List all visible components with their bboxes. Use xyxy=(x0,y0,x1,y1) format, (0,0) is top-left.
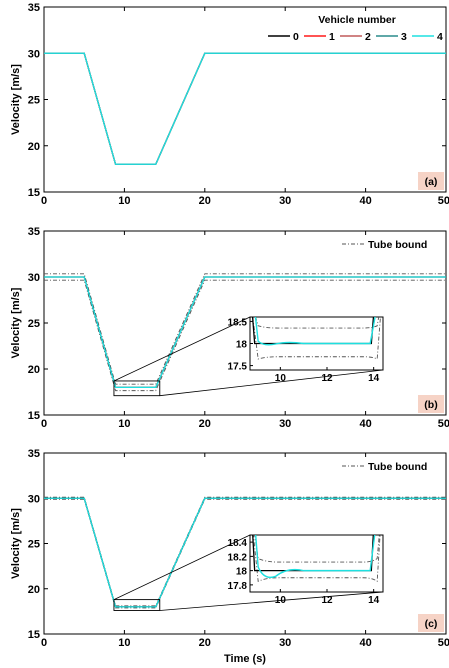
y-tick-label: 15 xyxy=(28,187,40,199)
inset-x-tick-label: 12 xyxy=(321,595,333,606)
y-tick-label: 35 xyxy=(28,226,40,238)
inset-tube-line xyxy=(252,317,381,360)
series-line-4 xyxy=(44,276,446,389)
x-tick-label: 0 xyxy=(41,418,47,430)
x-tick-label: 50 xyxy=(438,195,449,207)
tube-bound-line xyxy=(44,496,446,607)
x-tick-label: 0 xyxy=(41,195,47,207)
zoom-region-box xyxy=(113,599,161,611)
inset-tube-line xyxy=(254,535,380,563)
zoom-inset: 10 12 14 17.8 18 18.2 18.4 xyxy=(113,534,384,611)
zoom-connector xyxy=(159,591,384,611)
inset-y-tick-label: 18.4 xyxy=(228,538,248,549)
panel-label-badge xyxy=(418,395,444,413)
legend-entry-2: 2 xyxy=(365,31,371,43)
x-tick-label: 30 xyxy=(279,195,291,207)
inset-y-tick-label: 17.8 xyxy=(228,581,248,592)
inset-series-line-4 xyxy=(254,535,376,579)
x-tick-label: 20 xyxy=(199,637,211,649)
y-tick-label: 25 xyxy=(28,539,40,551)
series-line-3 xyxy=(44,52,446,165)
axes-frame xyxy=(43,6,447,193)
inset-x-tick-label: 14 xyxy=(368,595,380,606)
inset-y-tick-label: 18.2 xyxy=(228,552,248,563)
x-tick-label: 40 xyxy=(359,637,371,649)
inset-x-tick-label: 10 xyxy=(275,373,287,384)
x-axis-label: Time (s) xyxy=(224,653,266,665)
y-tick-label: 35 xyxy=(28,448,40,460)
x-tick-label: 50 xyxy=(438,418,449,430)
legend-entry-1: 1 xyxy=(329,31,335,43)
legend: Vehicle number 0 1 2 3 4 xyxy=(268,14,443,43)
tube-bound-line xyxy=(44,273,446,385)
y-tick-label: 30 xyxy=(28,272,40,284)
x-tick-label: 0 xyxy=(41,637,47,649)
y-axis-label: Velocity [m/s] xyxy=(10,287,22,358)
x-tick-label: 20 xyxy=(199,418,211,430)
tube-bound-line xyxy=(44,279,446,392)
legend-entry-tube: Tube bound xyxy=(368,461,427,473)
panel-label: (c) xyxy=(425,618,438,630)
legend-entry-0: 0 xyxy=(293,31,299,43)
y-tick-label: 25 xyxy=(28,318,40,330)
series-line-4 xyxy=(44,497,446,608)
y-tick-label: 20 xyxy=(28,364,40,376)
inset-y-tick-label: 18 xyxy=(236,340,248,351)
x-tick-label: 30 xyxy=(279,637,291,649)
inset-x-tick-label: 14 xyxy=(368,373,380,384)
x-tick-label: 10 xyxy=(118,418,130,430)
y-tick-label: 30 xyxy=(28,493,40,505)
inset-tube-line xyxy=(252,535,381,583)
y-axis-label: Velocity [m/s] xyxy=(10,508,22,579)
series-line-4 xyxy=(44,52,446,165)
x-tick-label: 30 xyxy=(279,418,291,430)
inset-x-tick-label: 10 xyxy=(275,595,287,606)
y-tick-label: 15 xyxy=(28,410,40,422)
inset-y-tick-label: 17.5 xyxy=(228,362,248,373)
zoom-connector xyxy=(113,534,251,600)
y-tick-label: 15 xyxy=(28,629,40,641)
inset-y-tick-label: 18 xyxy=(236,567,248,578)
tube-bound-line xyxy=(44,498,446,609)
panel-b: 0 10 20 30 40 50 15 20 25 30 35 Velocity [m/s] (b) Tu… xyxy=(10,226,449,430)
series-line-0 xyxy=(44,52,446,165)
x-tick-label: 50 xyxy=(438,637,449,649)
zoom-connector xyxy=(113,316,251,382)
legend: Tube bound xyxy=(342,239,427,251)
panel-label-badge xyxy=(418,172,444,190)
series-line-1 xyxy=(44,52,446,165)
y-axis-label: Velocity [m/s] xyxy=(10,64,22,135)
inset-series-line-4 xyxy=(254,317,376,346)
y-tick-label: 25 xyxy=(28,95,40,107)
x-tick-label: 40 xyxy=(359,418,371,430)
inset-y-tick-label: 18.5 xyxy=(228,317,248,328)
panel-c: 0 10 20 30 40 50 15 20 25 30 35 Velocity [m/s] (c) Tu… xyxy=(10,448,449,649)
x-tick-label: 20 xyxy=(199,195,211,207)
y-tick-label: 20 xyxy=(28,141,40,153)
panel-label: (a) xyxy=(425,176,438,188)
x-tick-label: 10 xyxy=(118,195,130,207)
inset-plot-area xyxy=(252,535,381,583)
x-tick-label: 10 xyxy=(118,637,130,649)
panel-label: (b) xyxy=(424,399,437,411)
zoom-connector xyxy=(159,369,384,397)
inset-frame xyxy=(249,534,384,593)
legend-entry-3: 3 xyxy=(401,31,407,43)
inset-tube-line xyxy=(255,317,380,329)
legend-title: Vehicle number xyxy=(318,14,396,26)
y-tick-label: 30 xyxy=(28,48,40,60)
x-tick-label: 40 xyxy=(359,195,371,207)
y-tick-label: 20 xyxy=(28,584,40,596)
zoom-inset: 10 12 14 17.5 18 18.5 xyxy=(113,316,384,397)
series-line-2 xyxy=(44,52,446,165)
legend-entry-tube: Tube bound xyxy=(368,239,427,251)
legend-entry-4: 4 xyxy=(437,31,443,43)
panel-label-badge xyxy=(418,614,444,632)
legend: Tube bound xyxy=(342,461,427,473)
zoom-region-box xyxy=(113,380,161,397)
inset-x-tick-label: 12 xyxy=(321,373,333,384)
y-tick-label: 35 xyxy=(28,2,40,14)
